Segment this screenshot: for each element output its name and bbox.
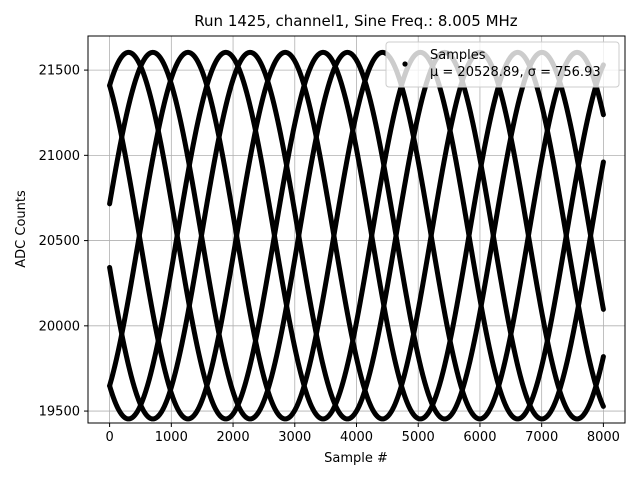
x-tick-label: 0 — [105, 430, 113, 445]
x-tick-label: 6000 — [463, 430, 496, 445]
y-tick-label: 21000 — [39, 149, 80, 164]
legend-stats: μ = 20528.89, σ = 756.93 — [430, 65, 601, 80]
sample-trace-3 — [107, 49, 606, 422]
x-tick-label: 4000 — [340, 430, 373, 445]
x-tick-label: 5000 — [402, 430, 435, 445]
chart-title: Run 1425, channel1, Sine Freq.: 8.005 MH… — [194, 12, 518, 30]
x-tick-label: 2000 — [217, 430, 250, 445]
x-axis-label: Sample # — [324, 451, 388, 466]
sample-trace-6 — [107, 49, 606, 422]
x-tick-label: 3000 — [278, 430, 311, 445]
y-axis-label: ADC Counts — [14, 190, 29, 268]
legend-entry: Samples — [430, 48, 486, 63]
x-tick-label: 1000 — [155, 430, 188, 445]
legend: Samples μ = 20528.89, σ = 756.93 — [385, 41, 620, 88]
x-tick-label: 7000 — [525, 430, 558, 445]
x-tick-label: 8000 — [587, 430, 620, 445]
data-series — [107, 49, 606, 422]
legend-box — [385, 41, 620, 88]
y-axis-ticks: 19500 20000 20500 21000 21500 — [39, 64, 88, 420]
y-tick-label: 20000 — [39, 319, 80, 334]
y-tick-label: 20500 — [39, 234, 80, 249]
y-tick-label: 21500 — [39, 64, 80, 79]
sample-trace-5 — [107, 49, 606, 422]
x-axis-ticks: 0 1000 2000 3000 4000 5000 6000 7000 8000 — [105, 423, 620, 445]
sample-trace-4 — [107, 49, 606, 422]
legend-marker — [402, 61, 408, 67]
sample-trace-2 — [107, 49, 606, 422]
y-tick-label: 19500 — [39, 405, 80, 420]
